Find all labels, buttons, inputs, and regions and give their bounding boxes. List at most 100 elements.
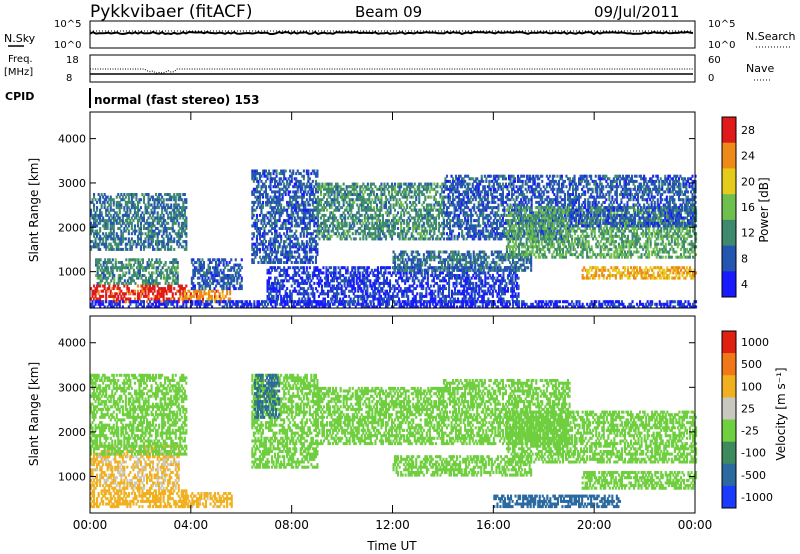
echo-cell bbox=[420, 284, 423, 288]
echo-cell bbox=[342, 203, 345, 207]
echo-cell bbox=[278, 179, 281, 183]
echo-cell bbox=[311, 169, 314, 173]
echo-cell bbox=[469, 281, 472, 285]
echo-cell bbox=[475, 284, 478, 288]
echo-cell bbox=[100, 237, 103, 241]
echo-cell bbox=[380, 198, 383, 202]
echo-cell bbox=[301, 182, 304, 186]
echo-cell bbox=[433, 216, 436, 220]
echo-cell bbox=[165, 289, 168, 293]
echo-cell bbox=[336, 206, 339, 210]
echo-cell bbox=[167, 245, 170, 249]
echo-cell bbox=[440, 211, 443, 215]
echo-cell bbox=[390, 294, 393, 298]
echo-cell bbox=[105, 276, 108, 280]
echo-cell bbox=[441, 289, 444, 293]
echo-cell bbox=[280, 193, 283, 196]
echo-cell bbox=[153, 294, 156, 298]
echo-cell bbox=[461, 284, 464, 288]
echo-cell bbox=[325, 279, 328, 283]
echo-cell bbox=[410, 258, 413, 262]
echo-cell bbox=[481, 289, 484, 293]
echo-cell bbox=[397, 263, 400, 267]
echo-cell bbox=[463, 287, 466, 291]
echo-cell bbox=[344, 232, 347, 236]
echo-cell bbox=[124, 200, 127, 204]
echo-cell bbox=[433, 258, 436, 262]
echo-cell bbox=[158, 242, 161, 246]
echo-cell bbox=[289, 292, 292, 296]
echo-cell bbox=[460, 284, 463, 288]
echo-cell bbox=[466, 274, 469, 277]
echo-cell bbox=[341, 193, 344, 196]
echo-cell bbox=[381, 266, 384, 270]
echo-cell bbox=[360, 195, 363, 199]
noise-tick-left-bottom: 10^0 bbox=[54, 40, 81, 51]
echo-cell bbox=[387, 294, 390, 298]
echo-cell bbox=[100, 211, 103, 215]
echo-cell bbox=[427, 185, 430, 189]
echo-cell bbox=[114, 261, 117, 264]
echo-cell bbox=[149, 261, 152, 264]
echo-cell bbox=[172, 279, 175, 283]
date-label: 09/Jul/2011 bbox=[594, 3, 679, 21]
echo-cell bbox=[120, 247, 123, 251]
echo-cell bbox=[385, 292, 388, 296]
echo-cell bbox=[386, 187, 389, 191]
echo-cell bbox=[127, 292, 130, 296]
echo-cell bbox=[283, 245, 286, 249]
echo-cell bbox=[437, 289, 440, 293]
echo-cell bbox=[367, 279, 370, 283]
echo-cell bbox=[500, 292, 503, 296]
echo-cell bbox=[154, 281, 157, 285]
echo-cell bbox=[436, 208, 439, 212]
echo-cell bbox=[179, 292, 182, 296]
echo-cell bbox=[296, 221, 299, 225]
echo-cell bbox=[362, 221, 365, 225]
echo-cell bbox=[361, 266, 364, 270]
echo-cell bbox=[424, 198, 427, 202]
echo-cell bbox=[391, 229, 394, 233]
echo-cell bbox=[342, 234, 345, 238]
echo-cell bbox=[350, 203, 353, 207]
echo-cell bbox=[387, 266, 390, 270]
echo-cell bbox=[354, 185, 357, 189]
echo-cell bbox=[290, 240, 293, 244]
echo-cell bbox=[100, 219, 103, 223]
echo-cell bbox=[93, 213, 96, 217]
echo-cell bbox=[418, 266, 421, 270]
echo-cell bbox=[206, 297, 209, 301]
echo-cell bbox=[168, 284, 171, 288]
echo-cell bbox=[274, 224, 277, 228]
echo-cell bbox=[107, 261, 110, 264]
echo-cell bbox=[388, 193, 391, 196]
echo-cell bbox=[373, 281, 376, 285]
freq-tick-top: 18 bbox=[66, 55, 79, 66]
echo-cell bbox=[342, 297, 345, 301]
echo-cell bbox=[274, 177, 277, 181]
echo-cell bbox=[260, 221, 263, 225]
echo-cell bbox=[313, 247, 316, 251]
echo-cell bbox=[99, 276, 102, 280]
echo-cell bbox=[136, 284, 139, 288]
echo-cell bbox=[287, 227, 290, 230]
echo-cell bbox=[289, 266, 292, 270]
echo-cell bbox=[420, 294, 423, 298]
echo-cell bbox=[283, 271, 286, 275]
echo-cell bbox=[286, 253, 289, 257]
echo-cell bbox=[283, 169, 286, 173]
echo-cell bbox=[210, 271, 213, 275]
echo-cell bbox=[180, 232, 183, 236]
echo-cell bbox=[201, 294, 204, 298]
echo-cell bbox=[304, 211, 307, 215]
echo-cell bbox=[347, 216, 350, 220]
echo-cell bbox=[126, 289, 129, 293]
echo-cell bbox=[334, 294, 337, 298]
echo-cell bbox=[130, 206, 133, 210]
echo-cell bbox=[179, 195, 182, 199]
echo-cell bbox=[126, 211, 129, 215]
echo-cell bbox=[308, 182, 311, 186]
echo-cell bbox=[103, 198, 106, 202]
echo-cell bbox=[479, 281, 482, 285]
echo-cell bbox=[133, 289, 136, 293]
